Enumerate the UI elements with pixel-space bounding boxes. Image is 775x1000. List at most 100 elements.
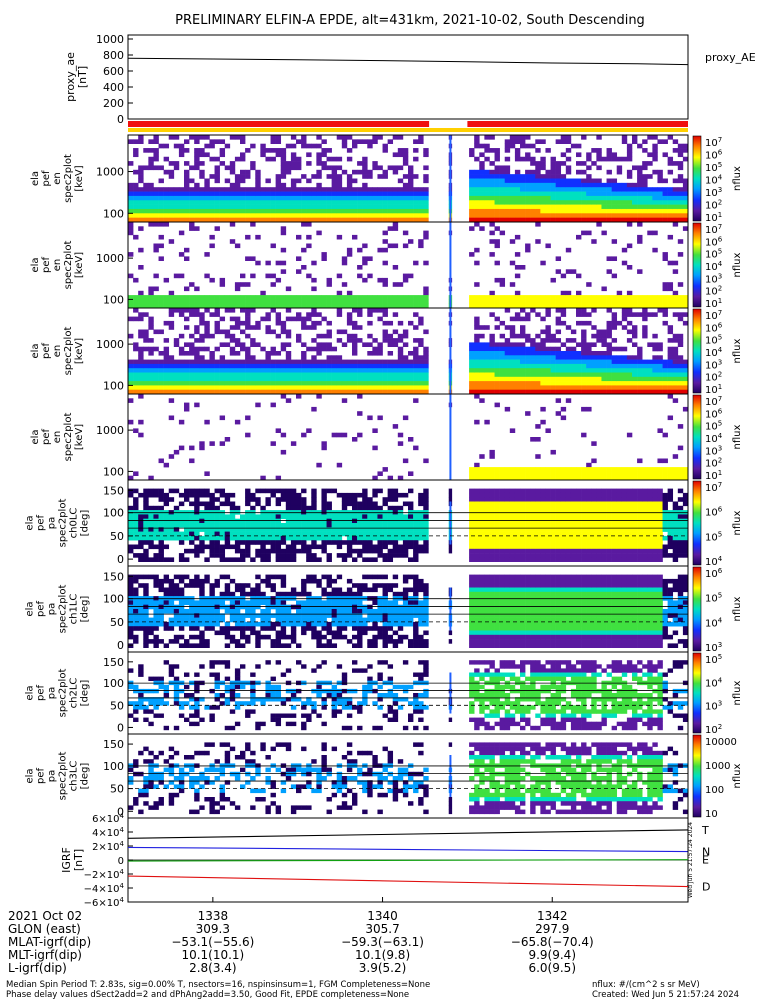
- spectrogram-cell: [626, 475, 633, 481]
- spectrogram-cell: [606, 363, 612, 369]
- spectrogram-cell: [184, 527, 190, 532]
- spectrogram-cell: [479, 523, 485, 528]
- spectrogram-cell: [168, 312, 175, 317]
- spectrogram-cell: [621, 376, 628, 382]
- spectrogram-cell: [362, 200, 368, 205]
- spectrogram-cell: [621, 299, 628, 304]
- spectrogram-cell: [138, 208, 144, 214]
- spectrogram-cell: [494, 169, 500, 175]
- spectrogram-cell: [285, 351, 292, 356]
- spectrogram-cell: [606, 544, 612, 550]
- spectrogram-cell: [265, 213, 271, 218]
- spectrogram-cell: [357, 523, 363, 528]
- spectrogram-cell: [504, 376, 511, 382]
- spectrogram-cell: [423, 200, 429, 205]
- spectrogram-cell: [285, 505, 292, 511]
- spectrogram-cell: [148, 535, 154, 541]
- spectrogram-cell: [163, 346, 170, 352]
- spectrogram-cell: [336, 135, 343, 140]
- spectrogram-cell: [148, 346, 154, 352]
- spectrogram-cell: [509, 359, 516, 365]
- spectrogram-cell: [479, 471, 485, 476]
- spectrogram-cell: [178, 385, 185, 390]
- spectrogram-cell: [209, 441, 215, 446]
- spectrogram-cell: [621, 156, 628, 162]
- spectrogram-cell: [372, 195, 378, 201]
- spectrogram-cell: [326, 165, 332, 171]
- spectrogram-cell: [560, 200, 567, 205]
- spectrogram-cell: [555, 497, 562, 502]
- spectrogram-cell: [581, 514, 587, 519]
- spectrogram-cell: [530, 204, 536, 210]
- spectrogram-cell: [494, 325, 500, 330]
- spectrogram-cell: [550, 389, 556, 395]
- spectrogram-cell: [657, 295, 663, 300]
- spectrogram-cell: [550, 359, 556, 365]
- spectrogram-cell: [504, 475, 511, 481]
- spectrogram-cell: [545, 381, 551, 386]
- spectrogram-cell: [296, 389, 302, 395]
- spectrogram-cell: [367, 191, 373, 197]
- spectrogram-cell: [392, 523, 399, 528]
- spectrogram-cell: [362, 368, 368, 373]
- spectrogram-cell: [626, 200, 633, 205]
- spectrogram-cell: [153, 363, 159, 369]
- spectrogram-cell: [214, 385, 220, 390]
- spectrogram-cell: [372, 295, 378, 300]
- spectrogram-cell: [581, 191, 587, 197]
- spectrogram-cell: [240, 342, 246, 347]
- spectrogram-cell: [382, 372, 388, 378]
- spectrogram-cell: [535, 346, 541, 352]
- spectrogram-cell: [392, 548, 399, 554]
- spectrogram-cell: [616, 346, 623, 352]
- spectrogram-cell: [560, 518, 567, 524]
- spectrogram-cell: [377, 217, 383, 223]
- spectrogram-cell: [392, 265, 399, 270]
- spectrogram-cell: [306, 200, 312, 205]
- spectrogram-cell: [392, 204, 399, 210]
- spectrogram-cell: [178, 200, 185, 205]
- spectrogram-cell: [204, 191, 210, 197]
- spectrogram-cell: [285, 385, 292, 390]
- spectrogram-cell: [525, 178, 531, 184]
- spectrogram-cell: [555, 303, 562, 309]
- spectrogram-cell: [499, 208, 506, 214]
- spectrogram-cell: [128, 195, 134, 201]
- spectrogram-cell: [311, 553, 317, 558]
- spectrogram-cell: [392, 312, 399, 317]
- spectrogram-cell: [540, 208, 546, 214]
- spectrogram-cell: [158, 204, 164, 210]
- spectrogram-cell: [514, 135, 521, 140]
- spectrogram-cell: [209, 299, 215, 304]
- spectrogram-cell: [637, 368, 643, 373]
- spectrogram-cell: [397, 178, 404, 184]
- spectrogram-cell: [168, 497, 175, 502]
- spectrogram-cell: [168, 415, 175, 421]
- spectrogram-cell: [408, 295, 414, 300]
- colorbar-label: nflux: [732, 166, 743, 191]
- spectrogram-cell: [311, 389, 317, 395]
- spectrogram-cell: [576, 385, 582, 390]
- spectrogram-cell: [555, 376, 562, 382]
- spectrogram-cell: [520, 475, 526, 481]
- spectrogram-cell: [240, 368, 246, 373]
- spectrogram-cell: [265, 363, 271, 369]
- spectrogram-cell: [418, 303, 424, 309]
- spectrogram-cell: [382, 230, 388, 236]
- spectrogram-cell: [591, 557, 597, 562]
- spectrogram-cell: [494, 501, 500, 507]
- spectrogram-cell: [153, 222, 159, 227]
- spectrogram-cell: [494, 540, 500, 545]
- spectrogram-cell: [616, 156, 623, 162]
- spectrogram-cell: [606, 217, 612, 223]
- spectrogram-cell: [545, 527, 551, 532]
- spectrogram-cell: [418, 342, 424, 347]
- spectrogram-cell: [392, 165, 399, 171]
- spectrogram-cell: [138, 359, 144, 365]
- spectrogram-cell: [545, 535, 551, 541]
- spectrogram-cell: [535, 514, 541, 519]
- spectrogram-cell: [402, 355, 409, 360]
- spectrogram-cell: [178, 187, 185, 192]
- spectrogram-cell: [545, 488, 551, 494]
- spectrogram-cell: [484, 514, 490, 519]
